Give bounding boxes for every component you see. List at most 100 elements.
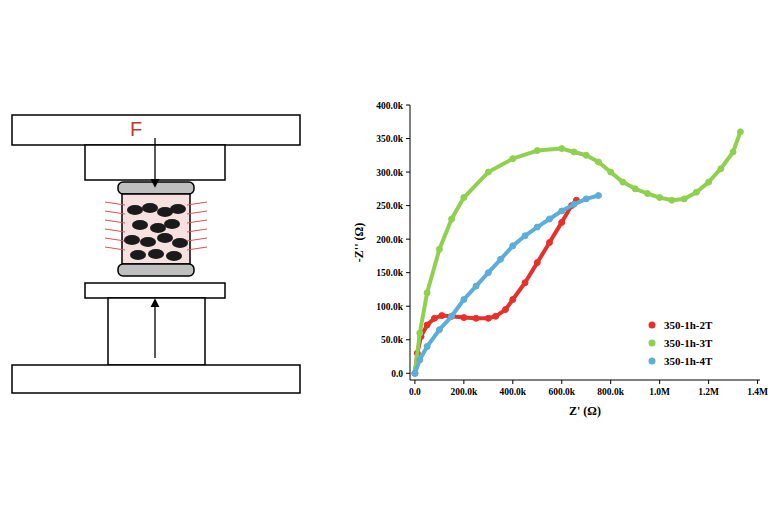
data-point — [436, 246, 442, 252]
x-tick — [757, 380, 758, 384]
data-point — [449, 313, 455, 319]
field-line — [105, 238, 125, 241]
lower-punch — [118, 264, 194, 276]
force-arrow — [154, 300, 155, 358]
y-axis-label: -Z'' (Ω) — [352, 223, 366, 262]
data-point — [644, 191, 650, 197]
y-tick — [406, 205, 410, 206]
page: F0.0200.0k400.0k600.0k800.0k1.0M1.2M1.4M… — [0, 0, 768, 512]
field-line — [105, 220, 125, 223]
x-tick-label: 1.0M — [649, 387, 670, 397]
data-point — [412, 370, 418, 376]
x-tick-label: 0.0 — [409, 387, 421, 397]
data-point — [510, 156, 516, 162]
legend: 350-1h-2T350-1h-3T350-1h-4T — [649, 319, 713, 367]
powder — [148, 249, 164, 259]
press-schematic: F — [12, 115, 300, 393]
series-line — [415, 132, 741, 373]
powder — [150, 223, 166, 233]
y-tick — [406, 306, 410, 307]
data-point — [583, 196, 589, 202]
data-point — [657, 195, 663, 201]
y-tick — [406, 138, 410, 139]
y-tick-label: 150.0k — [376, 268, 403, 278]
chart: 0.0200.0k400.0k600.0k800.0k1.0M1.2M1.4M0… — [352, 101, 768, 419]
data-point — [595, 193, 601, 199]
data-point — [424, 290, 430, 296]
powder — [142, 203, 158, 213]
data-point — [424, 322, 430, 328]
x-tick-label: 1.4M — [747, 387, 768, 397]
y-tick-label: 300.0k — [376, 168, 403, 178]
data-point — [461, 195, 467, 201]
powder — [166, 251, 182, 261]
data-point — [706, 179, 712, 185]
legend-label: 350-1h-2T — [664, 319, 713, 331]
data-point — [439, 313, 445, 319]
data-point — [485, 315, 491, 321]
lower-plate — [85, 283, 225, 298]
data-area — [412, 129, 744, 376]
field-line — [105, 247, 125, 250]
x-tick — [708, 380, 709, 384]
data-point — [534, 148, 540, 154]
powder — [164, 219, 180, 229]
field-line — [187, 247, 207, 250]
data-point — [461, 297, 467, 303]
data-point — [522, 233, 528, 239]
data-point — [449, 216, 455, 222]
force-arrow — [154, 138, 155, 186]
data-point — [571, 149, 577, 155]
x-tick — [512, 380, 513, 384]
data-point — [449, 313, 455, 319]
y-tick — [406, 172, 410, 173]
mold — [122, 194, 190, 264]
data-point — [498, 256, 504, 262]
data-point — [510, 297, 516, 303]
y-tick — [406, 339, 410, 340]
data-point — [431, 315, 437, 321]
legend-label: 350-1h-4T — [664, 355, 713, 367]
data-point — [473, 315, 479, 321]
data-point — [620, 179, 626, 185]
data-point — [436, 327, 442, 333]
powder — [157, 233, 173, 243]
x-tick-label: 400.0k — [499, 387, 526, 397]
x-tick — [414, 380, 415, 384]
data-point — [493, 313, 499, 319]
data-point — [730, 149, 736, 155]
series-line — [415, 200, 577, 373]
field-line — [105, 211, 125, 214]
powder — [140, 237, 156, 247]
y-tick-label: 250.0k — [376, 201, 403, 211]
powder — [130, 250, 146, 260]
data-point — [485, 270, 491, 276]
force-label: F — [130, 118, 142, 140]
data-point — [547, 240, 553, 246]
field-line — [187, 220, 207, 223]
x-tick-label: 1.2M — [698, 387, 719, 397]
data-point — [534, 224, 540, 230]
x-tick — [610, 380, 611, 384]
legend-marker — [649, 358, 656, 365]
data-point — [583, 152, 589, 158]
powder — [132, 220, 148, 230]
powder — [172, 238, 188, 248]
field-line — [187, 211, 207, 214]
data-point — [417, 330, 423, 336]
y-tick-label: 350.0k — [376, 134, 403, 144]
data-point — [737, 129, 743, 135]
data-point — [718, 166, 724, 172]
y-axis — [410, 105, 411, 380]
data-point — [559, 146, 565, 152]
data-point — [412, 370, 418, 376]
upper-punch — [118, 182, 194, 194]
powder — [124, 235, 140, 245]
y-tick — [406, 239, 410, 240]
field-line — [187, 229, 207, 232]
legend-marker — [649, 340, 656, 347]
data-point — [608, 169, 614, 175]
x-tick — [561, 380, 562, 384]
top-plate — [12, 115, 300, 145]
data-point — [424, 343, 430, 349]
